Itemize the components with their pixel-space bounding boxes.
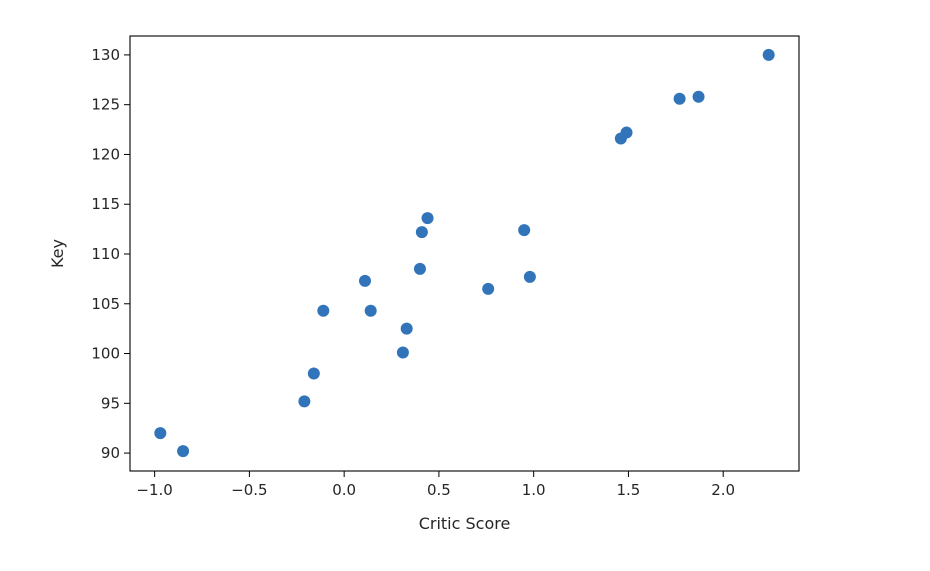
y-axis-ticks: 90 95 100 105 110 115 120 125 130 <box>91 46 130 462</box>
data-point <box>482 282 495 295</box>
data-point <box>413 262 426 275</box>
x-tick-label: −1.0 <box>136 481 172 499</box>
data-point <box>692 90 705 103</box>
y-tick-label: 130 <box>91 46 120 64</box>
y-tick-label: 125 <box>91 96 120 114</box>
x-axis-ticks: −1.0 −0.5 0.0 0.5 1.0 1.5 2.0 <box>136 471 735 499</box>
data-point <box>307 367 320 380</box>
x-tick-label: 1.5 <box>617 481 641 499</box>
data-points <box>154 48 775 458</box>
data-point <box>415 226 428 239</box>
data-point <box>317 304 330 317</box>
y-tick-label: 115 <box>91 195 120 213</box>
y-axis-label: Key <box>48 239 67 268</box>
x-tick-label: 1.0 <box>522 481 546 499</box>
data-point <box>359 274 372 287</box>
y-tick-label: 110 <box>91 245 120 263</box>
x-tick-label: 2.0 <box>711 481 735 499</box>
plot-area-frame <box>129 35 800 472</box>
data-point <box>400 322 413 335</box>
y-tick-label: 105 <box>91 295 120 313</box>
y-tick-label: 120 <box>91 145 120 163</box>
data-point <box>421 212 434 225</box>
x-tick-label: 0.5 <box>427 481 451 499</box>
data-point <box>673 92 686 105</box>
x-tick-label: −0.5 <box>231 481 267 499</box>
data-point <box>154 427 167 440</box>
data-point <box>762 48 775 61</box>
x-tick-label: 0.0 <box>332 481 356 499</box>
x-axis-label: Critic Score <box>419 514 511 533</box>
data-point <box>364 304 377 317</box>
data-point <box>523 270 536 283</box>
data-point <box>177 445 190 458</box>
data-point <box>518 224 531 237</box>
y-tick-label: 95 <box>101 394 120 412</box>
y-tick-label: 100 <box>91 345 120 363</box>
data-point <box>620 126 633 139</box>
y-tick-label: 90 <box>101 444 120 462</box>
data-point <box>396 346 409 359</box>
data-point <box>298 395 311 408</box>
